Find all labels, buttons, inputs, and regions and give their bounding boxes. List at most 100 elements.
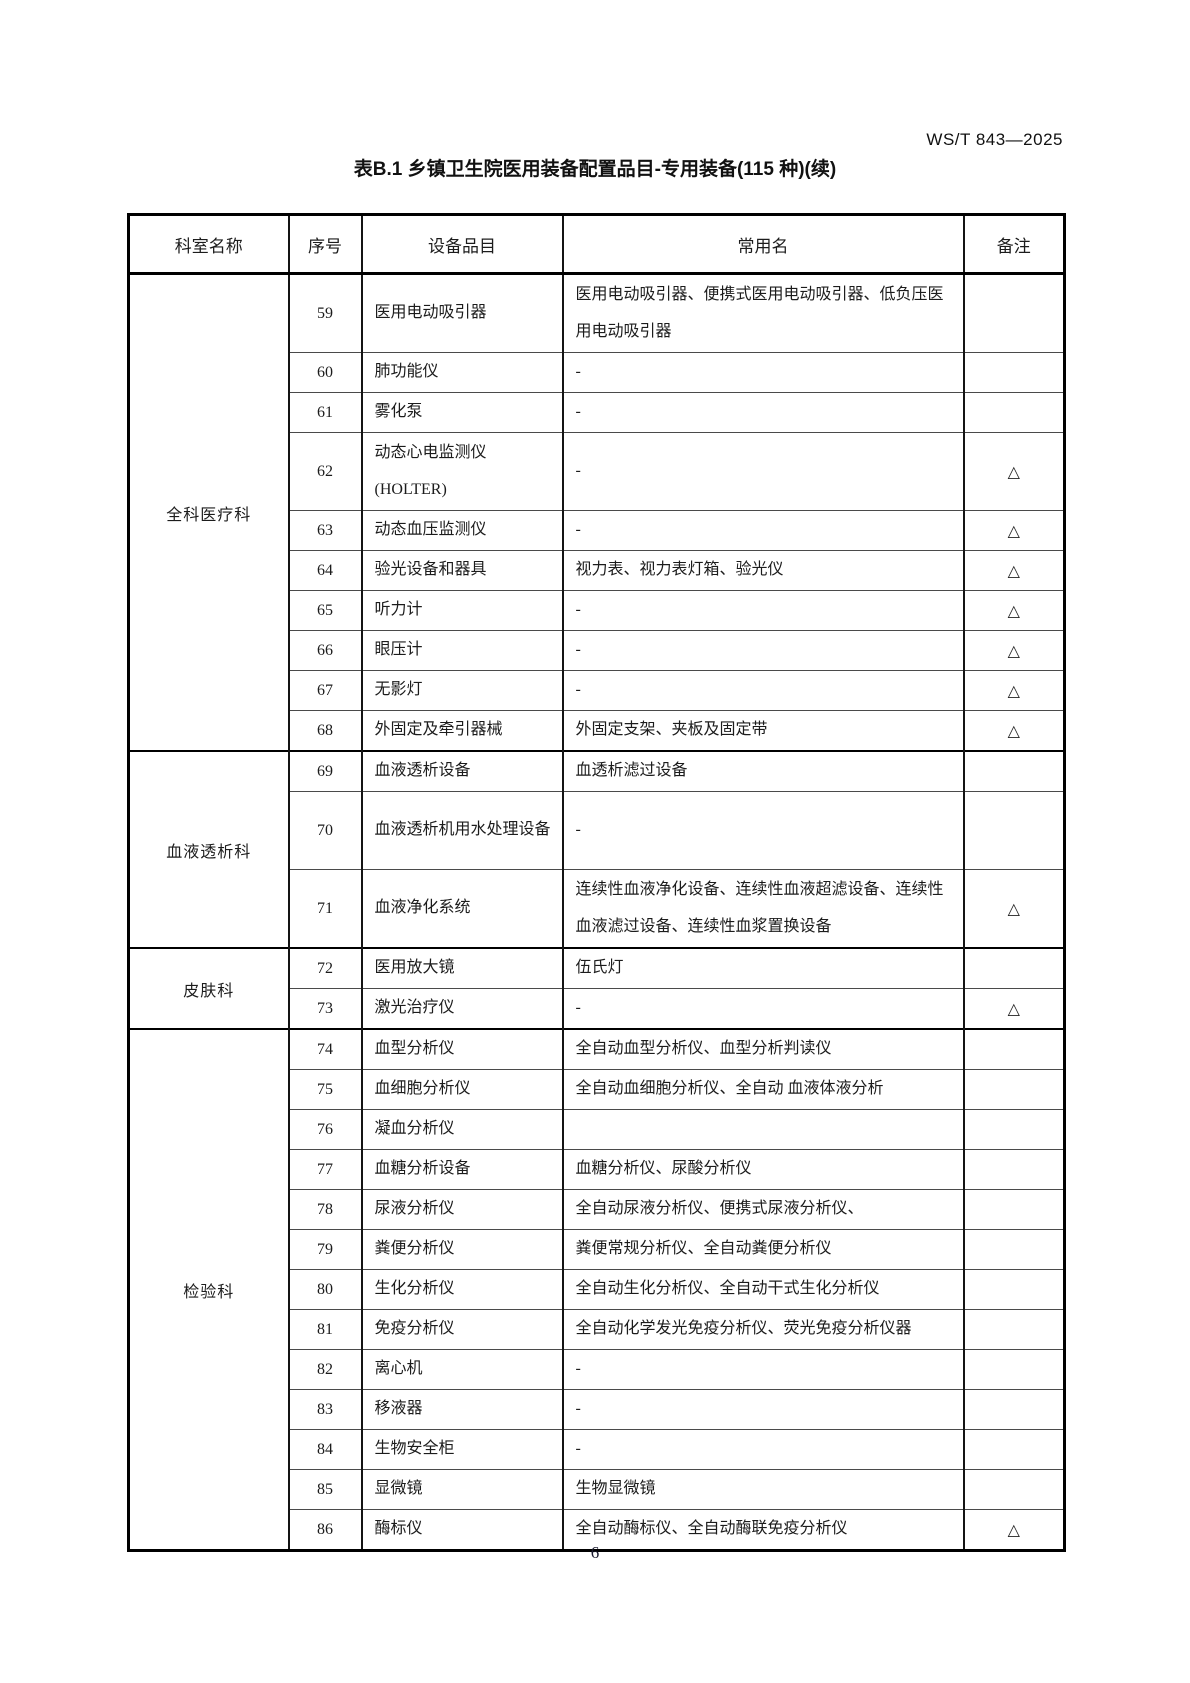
common-name-cell: 视力表、视力表灯箱、验光仪 bbox=[561, 550, 965, 591]
remark-cell bbox=[962, 392, 1066, 433]
row-number-cell: 73 bbox=[287, 988, 363, 1030]
common-name-cell: 血糖分析仪、尿酸分析仪 bbox=[561, 1149, 965, 1190]
table-row: 79 粪便分析仪 粪便常规分析仪、全自动粪便分析仪 bbox=[129, 1229, 1066, 1270]
remark-cell: △ bbox=[962, 630, 1066, 671]
equipment-item-cell: 外固定及牵引器械 bbox=[360, 710, 564, 752]
common-name-cell: 医用电动吸引器、便携式医用电动吸引器、低负压医用电动吸引器 bbox=[561, 272, 965, 353]
equipment-item-cell: 验光设备和器具 bbox=[360, 550, 564, 591]
department-cell: 全科医疗科 bbox=[127, 272, 290, 752]
remark-cell: △ bbox=[962, 550, 1066, 591]
table-row: 84 生物安全柜 - bbox=[129, 1429, 1066, 1470]
row-number-cell: 75 bbox=[287, 1069, 363, 1110]
table-row: 82 离心机 - bbox=[129, 1349, 1066, 1390]
equipment-item-cell: 医用放大镜 bbox=[360, 947, 564, 989]
table-row: 61 雾化泵 - bbox=[129, 392, 1066, 433]
remark-cell: △ bbox=[962, 1509, 1066, 1551]
table-row: 70 血液透析机用水处理设备 - bbox=[129, 791, 1066, 870]
equipment-item-cell: 血液净化系统 bbox=[360, 869, 564, 949]
common-name-cell: - bbox=[561, 590, 965, 631]
table-row: 63 动态血压监测仪 - △ bbox=[129, 510, 1066, 551]
equipment-item-cell: 血细胞分析仪 bbox=[360, 1069, 564, 1110]
remark-cell: △ bbox=[962, 670, 1066, 711]
page-number: 6 bbox=[590, 1543, 600, 1562]
row-number-cell: 83 bbox=[287, 1389, 363, 1430]
table-row: 75 血细胞分析仪 全自动血细胞分析仪、全自动 血液体液分析 bbox=[129, 1069, 1066, 1110]
row-number-cell: 59 bbox=[287, 272, 363, 353]
common-name-cell: 全自动血型分析仪、血型分析判读仪 bbox=[561, 1028, 965, 1070]
table-row: 65 听力计 - △ bbox=[129, 590, 1066, 631]
common-name-cell: - bbox=[561, 1389, 965, 1430]
remark-cell: △ bbox=[962, 432, 1066, 511]
table-row: 85 显微镜 生物显微镜 bbox=[129, 1469, 1066, 1510]
table-row: 62 动态心电监测仪 (HOLTER) - △ bbox=[129, 432, 1066, 511]
remark-cell bbox=[962, 1109, 1066, 1150]
remark-cell bbox=[962, 1229, 1066, 1270]
table-header-row: 科室名称 序号 设备品目 常用名 备注 bbox=[127, 214, 1066, 275]
row-number-cell: 69 bbox=[287, 750, 363, 792]
row-number-cell: 64 bbox=[287, 550, 363, 591]
row-number-cell: 79 bbox=[287, 1229, 363, 1270]
remark-cell bbox=[962, 1309, 1066, 1350]
common-name-cell: 全自动酶标仪、全自动酶联免疫分析仪 bbox=[561, 1509, 965, 1551]
common-name-cell: 伍氏灯 bbox=[561, 947, 965, 989]
column-header-common-name: 常用名 bbox=[561, 214, 965, 275]
common-name-cell: 外固定支架、夹板及固定带 bbox=[561, 710, 965, 752]
equipment-item-cell: 移液器 bbox=[360, 1389, 564, 1430]
row-number-cell: 65 bbox=[287, 590, 363, 631]
table-row: 68 外固定及牵引器械 外固定支架、夹板及固定带 △ bbox=[129, 710, 1066, 752]
row-number-cell: 72 bbox=[287, 947, 363, 989]
equipment-item-cell: 显微镜 bbox=[360, 1469, 564, 1510]
equipment-table: 科室名称 序号 设备品目 常用名 备注 全科医疗科 59 医用电动吸引器 医用电动吸引… bbox=[127, 213, 1066, 1552]
equipment-item-cell: 血糖分析设备 bbox=[360, 1149, 564, 1190]
equipment-item-cell: 生化分析仪 bbox=[360, 1269, 564, 1310]
equipment-item-cell: 动态心电监测仪 (HOLTER) bbox=[360, 432, 564, 511]
row-number-cell: 86 bbox=[287, 1509, 363, 1551]
common-name-cell: - bbox=[561, 1349, 965, 1390]
equipment-item-cell: 激光治疗仪 bbox=[360, 988, 564, 1030]
table-row: 60 肺功能仪 - bbox=[129, 352, 1066, 393]
department-cell: 检验科 bbox=[127, 1028, 290, 1551]
equipment-item-cell: 离心机 bbox=[360, 1349, 564, 1390]
table-row: 76 凝血分析仪 bbox=[129, 1109, 1066, 1150]
remark-cell bbox=[962, 1429, 1066, 1470]
common-name-cell: - bbox=[561, 988, 965, 1030]
row-number-cell: 71 bbox=[287, 869, 363, 949]
department-cell: 皮肤科 bbox=[127, 947, 290, 1030]
common-name-cell bbox=[561, 1109, 965, 1150]
remark-cell bbox=[962, 1028, 1066, 1070]
table-row: 73 激光治疗仪 - △ bbox=[129, 988, 1066, 1030]
remark-cell bbox=[962, 750, 1066, 792]
common-name-cell: 粪便常规分析仪、全自动粪便分析仪 bbox=[561, 1229, 965, 1270]
table-row: 78 尿液分析仪 全自动尿液分析仪、便携式尿液分析仪、 bbox=[129, 1189, 1066, 1230]
row-number-cell: 62 bbox=[287, 432, 363, 511]
remark-cell bbox=[962, 352, 1066, 393]
remark-cell: △ bbox=[962, 869, 1066, 949]
common-name-cell: 全自动尿液分析仪、便携式尿液分析仪、 bbox=[561, 1189, 965, 1230]
equipment-item-cell: 尿液分析仪 bbox=[360, 1189, 564, 1230]
common-name-cell: - bbox=[561, 432, 965, 511]
column-header-item: 设备品目 bbox=[360, 214, 564, 275]
equipment-item-cell: 肺功能仪 bbox=[360, 352, 564, 393]
row-number-cell: 70 bbox=[287, 791, 363, 870]
equipment-item-cell: 血液透析机用水处理设备 bbox=[360, 791, 564, 870]
table-row: 71 血液净化系统 连续性血液净化设备、连续性血液超滤设备、连续性血液滤过设备、连续… bbox=[129, 869, 1066, 949]
table-row: 检验科 74 血型分析仪 全自动血型分析仪、血型分析判读仪 bbox=[127, 1028, 1066, 1551]
equipment-item-cell: 无影灯 bbox=[360, 670, 564, 711]
row-number-cell: 60 bbox=[287, 352, 363, 393]
table-row: 64 验光设备和器具 视力表、视力表灯箱、验光仪 △ bbox=[129, 550, 1066, 591]
common-name-cell: - bbox=[561, 510, 965, 551]
equipment-item-cell: 血液透析设备 bbox=[360, 750, 564, 792]
equipment-item-cell: 医用电动吸引器 bbox=[360, 272, 564, 353]
common-name-cell: 连续性血液净化设备、连续性血液超滤设备、连续性血液滤过设备、连续性血浆置换设备 bbox=[561, 869, 965, 949]
row-number-cell: 85 bbox=[287, 1469, 363, 1510]
table-row: 67 无影灯 - △ bbox=[129, 670, 1066, 711]
table-header: 科室名称 序号 设备品目 常用名 备注 bbox=[127, 214, 1066, 275]
remark-cell bbox=[962, 1349, 1066, 1390]
equipment-item-cell: 酶标仪 bbox=[360, 1509, 564, 1551]
row-number-cell: 61 bbox=[287, 392, 363, 433]
equipment-item-cell: 动态血压监测仪 bbox=[360, 510, 564, 551]
remark-cell: △ bbox=[962, 710, 1066, 752]
remark-cell bbox=[962, 1389, 1066, 1430]
remark-cell: △ bbox=[962, 510, 1066, 551]
equipment-item-cell: 听力计 bbox=[360, 590, 564, 631]
